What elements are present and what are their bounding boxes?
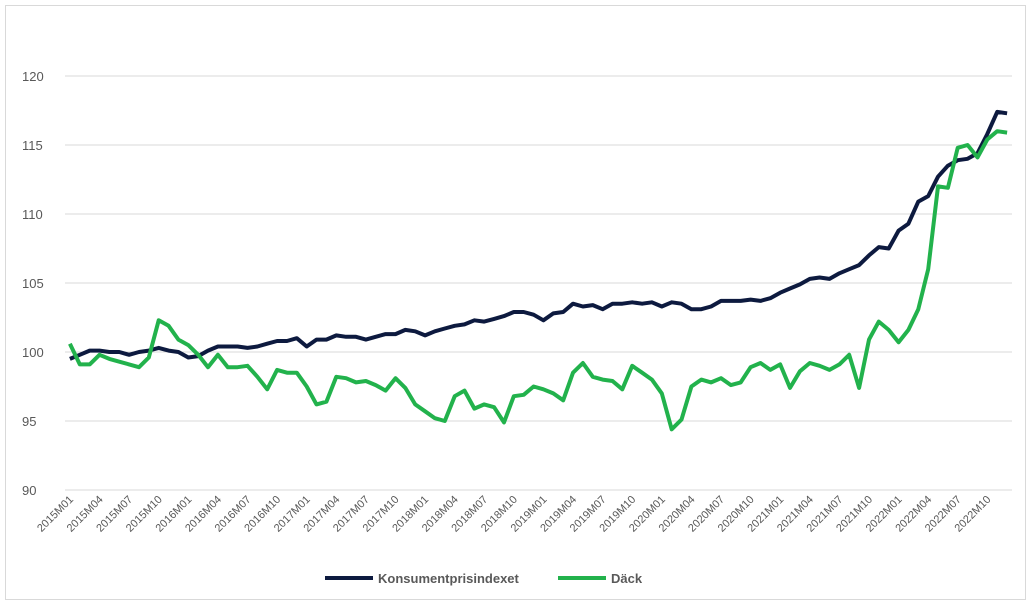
y-tick-label: 115 — [22, 138, 43, 153]
y-tick-label: 110 — [22, 207, 43, 222]
series-line — [69, 109, 1008, 361]
y-tick-label: 95 — [22, 414, 36, 429]
chart-frame — [5, 5, 1026, 600]
y-tick-label: 105 — [22, 276, 44, 291]
series-line — [68, 129, 1008, 432]
y-tick-label: 90 — [22, 483, 36, 498]
y-tick-label: 100 — [22, 345, 44, 360]
legend-label: Däck — [611, 571, 643, 586]
legend-label: Konsumentprisindexet — [378, 571, 520, 586]
y-tick-label: 120 — [22, 69, 44, 84]
